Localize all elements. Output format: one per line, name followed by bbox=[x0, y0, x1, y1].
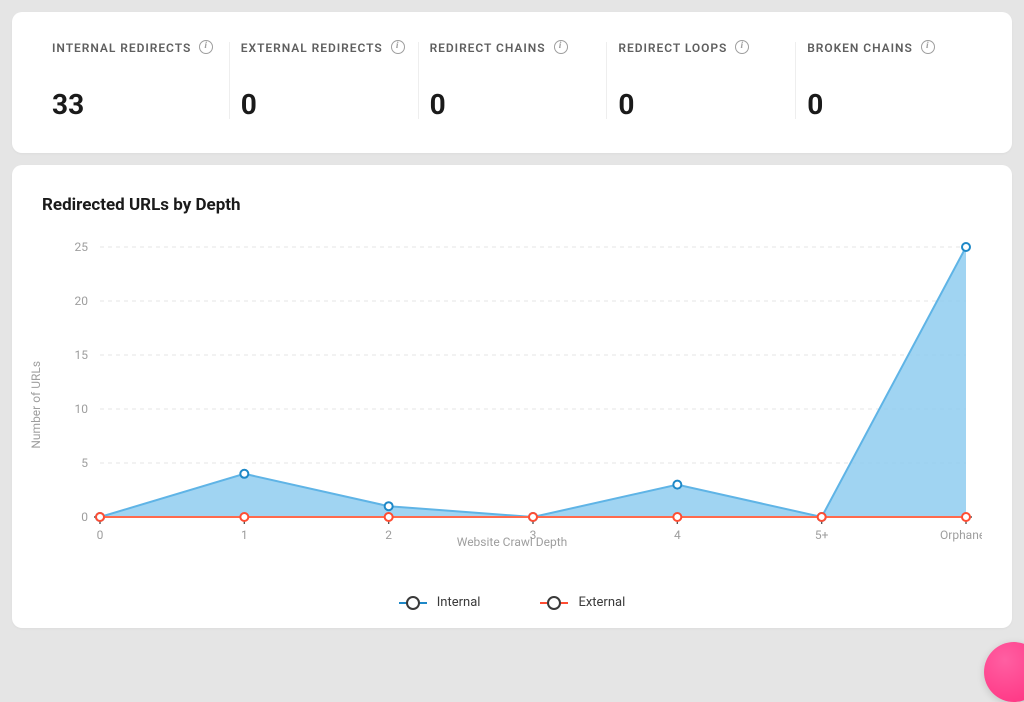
info-icon[interactable] bbox=[554, 40, 568, 54]
svg-text:0: 0 bbox=[97, 528, 104, 542]
stat-label: INTERNAL REDIRECTS bbox=[52, 40, 193, 56]
stat-internal-redirects: INTERNAL REDIRECTS 33 bbox=[40, 36, 229, 125]
x-axis-label: Website Crawl Depth bbox=[457, 535, 568, 549]
info-icon[interactable] bbox=[199, 40, 213, 54]
svg-text:20: 20 bbox=[75, 294, 89, 308]
stat-label: EXTERNAL REDIRECTS bbox=[241, 40, 385, 56]
svg-text:5+: 5+ bbox=[815, 528, 829, 542]
svg-text:10: 10 bbox=[75, 402, 89, 416]
legend-item-internal[interactable]: Internal bbox=[399, 595, 481, 610]
chart-area: 0510152025012345+Orphaned Number of URLs… bbox=[42, 229, 982, 589]
stat-label: REDIRECT CHAINS bbox=[430, 40, 548, 56]
stats-row: INTERNAL REDIRECTS 33 EXTERNAL REDIRECTS… bbox=[12, 12, 1012, 153]
stat-value: 33 bbox=[52, 88, 217, 121]
svg-text:15: 15 bbox=[75, 348, 89, 362]
chart-card: Redirected URLs by Depth 051015202501234… bbox=[12, 165, 1012, 628]
svg-text:2: 2 bbox=[385, 528, 392, 542]
stat-value: 0 bbox=[241, 88, 406, 121]
info-icon[interactable] bbox=[391, 40, 405, 54]
legend-label: Internal bbox=[437, 595, 481, 610]
stat-value: 0 bbox=[807, 88, 972, 121]
info-icon[interactable] bbox=[921, 40, 935, 54]
svg-text:1: 1 bbox=[241, 528, 248, 542]
info-icon[interactable] bbox=[735, 40, 749, 54]
stat-redirect-loops: REDIRECT LOOPS 0 bbox=[606, 36, 795, 125]
stat-label: REDIRECT LOOPS bbox=[618, 40, 729, 56]
svg-text:25: 25 bbox=[75, 240, 89, 254]
stat-external-redirects: EXTERNAL REDIRECTS 0 bbox=[229, 36, 418, 125]
legend: Internal External bbox=[42, 595, 982, 610]
legend-marker-icon bbox=[540, 597, 568, 609]
svg-text:4: 4 bbox=[674, 528, 681, 542]
stat-value: 0 bbox=[618, 88, 783, 121]
chart-title: Redirected URLs by Depth bbox=[42, 195, 982, 215]
help-fab[interactable] bbox=[984, 642, 1024, 702]
legend-item-external[interactable]: External bbox=[540, 595, 625, 610]
stat-value: 0 bbox=[430, 88, 595, 121]
svg-text:Orphaned: Orphaned bbox=[940, 528, 982, 542]
legend-marker-icon bbox=[399, 597, 427, 609]
stat-redirect-chains: REDIRECT CHAINS 0 bbox=[418, 36, 607, 125]
legend-label: External bbox=[578, 595, 625, 610]
stat-broken-chains: BROKEN CHAINS 0 bbox=[795, 36, 984, 125]
y-axis-label: Number of URLs bbox=[29, 361, 43, 449]
stat-label: BROKEN CHAINS bbox=[807, 40, 915, 56]
svg-text:0: 0 bbox=[81, 510, 88, 524]
svg-text:5: 5 bbox=[81, 456, 88, 470]
